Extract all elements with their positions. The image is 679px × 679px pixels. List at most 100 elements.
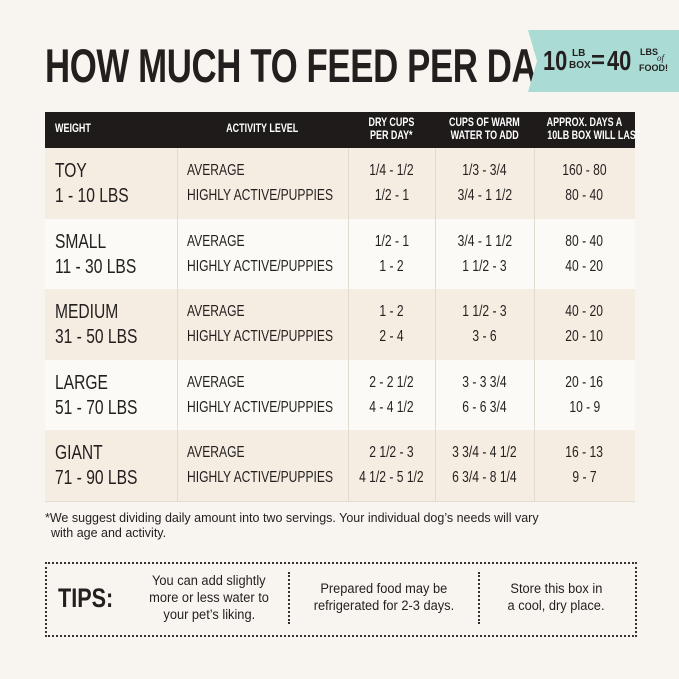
water-value-text: 3/4 - 1 1/2 bbox=[457, 187, 512, 204]
water-value: 1/3 - 3/4 bbox=[435, 162, 534, 180]
cell-divider bbox=[534, 289, 535, 360]
dry-value-text: 1/2 - 1 bbox=[374, 187, 409, 204]
feeding-table: WEIGHT ACTIVITY LEVEL DRY CUPS PER DAY* CUPS… bbox=[45, 112, 641, 502]
days-value: 20 - 16 bbox=[534, 374, 635, 392]
activity-level-text: AVERAGE bbox=[187, 232, 245, 250]
title: HOW MUCH TO FEED PER DAY bbox=[45, 39, 556, 92]
column-header: WEIGHT bbox=[55, 123, 101, 135]
dry-value: 2 - 4 bbox=[348, 328, 435, 346]
cell-divider bbox=[534, 430, 535, 501]
tip-line-text: your pet’s liking. bbox=[163, 606, 255, 622]
days-value: 9 - 7 bbox=[534, 469, 635, 487]
tip-line-text: refrigerated for 2-3 days. bbox=[313, 598, 455, 613]
dry-value-text: 1/4 - 1/2 bbox=[369, 162, 414, 179]
size-label: SMALL bbox=[55, 231, 121, 254]
weight-range: 71 - 90 LBS bbox=[55, 467, 161, 490]
dry-value-text: 4 - 4 1/2 bbox=[369, 398, 414, 416]
water-value: 6 - 6 3/4 bbox=[435, 399, 534, 417]
title-wrap: HOW MUCH TO FEED PER DAY bbox=[45, 38, 679, 93]
water-value: 3/4 - 1 1/2 bbox=[435, 233, 534, 251]
weight-range: 1 - 10 LBS bbox=[55, 185, 150, 208]
badge-left-number: 10 bbox=[543, 45, 568, 76]
dry-value-text: 1 - 2 bbox=[379, 257, 404, 275]
activity-level: AVERAGE bbox=[187, 444, 261, 462]
cell-divider bbox=[435, 218, 436, 290]
days-value-text: 160 - 80 bbox=[562, 162, 607, 179]
footnote-line: *We suggest dividing daily amount into t… bbox=[45, 511, 539, 525]
dry-value: 1 - 2 bbox=[348, 258, 435, 276]
activity-level: AVERAGE bbox=[187, 374, 261, 392]
tip-line-text: a cool, dry place. bbox=[508, 598, 605, 613]
days-value: 160 - 80 bbox=[534, 162, 635, 180]
cell-divider bbox=[177, 359, 178, 431]
weight-range-text: 31 - 50 LBS bbox=[55, 326, 138, 349]
footnote-line: with age and activity. bbox=[51, 526, 167, 540]
column-header-text: ACTIVITY LEVEL bbox=[226, 123, 299, 135]
column-header-text: WATER TO ADD bbox=[450, 130, 519, 142]
size-label: TOY bbox=[55, 160, 96, 183]
activity-level: HIGHLY ACTIVE/PUPPIES bbox=[187, 187, 374, 205]
size-label: GIANT bbox=[55, 442, 116, 465]
days-value: 16 - 13 bbox=[534, 444, 635, 462]
cell-divider bbox=[177, 218, 178, 290]
water-value: 1 1/2 - 3 bbox=[435, 303, 534, 321]
cell-divider bbox=[435, 148, 436, 219]
column-header-text: CUPS OF WARM bbox=[449, 117, 520, 129]
weight-range-text: 1 - 10 LBS bbox=[55, 185, 129, 207]
water-value-text: 1/3 - 3/4 bbox=[462, 162, 507, 179]
tip-line-text: Prepared food may be bbox=[320, 581, 448, 596]
column-header-text: 10LB BOX WILL LAST bbox=[547, 130, 642, 142]
weight-range: 51 - 70 LBS bbox=[55, 397, 161, 420]
badge bbox=[528, 30, 679, 92]
activity-level: AVERAGE bbox=[187, 162, 261, 180]
cell-divider bbox=[348, 430, 349, 501]
column-header-text: DRY CUPS bbox=[368, 117, 415, 129]
water-value: 3/4 - 1 1/2 bbox=[435, 187, 534, 205]
water-value-text: 3 - 6 bbox=[472, 328, 497, 346]
water-value-text: 3 - 3 3/4 bbox=[462, 373, 507, 391]
days-value-text: 40 - 20 bbox=[565, 257, 604, 275]
days-value: 40 - 20 bbox=[534, 303, 635, 321]
days-value-text: 16 - 13 bbox=[565, 444, 604, 462]
size-label: LARGE bbox=[55, 372, 123, 395]
dry-value-text: 2 1/2 - 3 bbox=[369, 444, 414, 462]
size-label-text: LARGE bbox=[55, 371, 108, 394]
activity-level: HIGHLY ACTIVE/PUPPIES bbox=[187, 399, 374, 417]
badge-unit: FOOD! bbox=[639, 63, 668, 73]
size-label-text: TOY bbox=[55, 160, 87, 182]
dry-value: 1/2 - 1 bbox=[348, 233, 435, 251]
table-row bbox=[45, 218, 635, 291]
weight-range-text: 51 - 70 LBS bbox=[55, 396, 138, 419]
tips-divider bbox=[288, 572, 290, 624]
tips-label: TIPS: bbox=[58, 583, 114, 613]
activity-level-text: AVERAGE bbox=[187, 162, 245, 179]
tips-box bbox=[45, 562, 637, 637]
tip-line: Prepared food may be bbox=[290, 581, 478, 596]
size-label: MEDIUM bbox=[55, 301, 136, 324]
badge-right-number: 40 bbox=[607, 45, 632, 76]
cell-divider bbox=[435, 289, 436, 360]
cell-divider bbox=[177, 289, 178, 360]
days-value-text: 10 - 9 bbox=[569, 398, 600, 416]
cell-divider bbox=[348, 289, 349, 360]
dry-value: 4 1/2 - 5 1/2 bbox=[348, 469, 435, 487]
dry-value-text: 4 1/2 - 5 1/2 bbox=[359, 469, 424, 487]
water-value: 3 3/4 - 4 1/2 bbox=[435, 444, 534, 462]
days-value: 80 - 40 bbox=[534, 233, 635, 251]
weight-range-text: 71 - 90 LBS bbox=[55, 467, 138, 490]
table-header bbox=[45, 112, 635, 148]
days-value-text: 80 - 40 bbox=[565, 187, 604, 204]
table-row bbox=[45, 359, 635, 432]
activity-level-text: HIGHLY ACTIVE/PUPPIES bbox=[187, 328, 334, 346]
activity-level-text: HIGHLY ACTIVE/PUPPIES bbox=[187, 398, 334, 416]
days-value-text: 9 - 7 bbox=[572, 469, 597, 487]
days-value: 80 - 40 bbox=[534, 187, 635, 205]
dry-value: 1/2 - 1 bbox=[348, 187, 435, 205]
dry-value: 1/4 - 1/2 bbox=[348, 162, 435, 180]
cell-divider bbox=[534, 148, 535, 219]
days-value: 10 - 9 bbox=[534, 399, 635, 417]
size-label-text: SMALL bbox=[55, 230, 107, 253]
tip-line: your pet’s liking. bbox=[130, 607, 288, 622]
column-header: APPROX. DAYS A bbox=[534, 117, 635, 129]
